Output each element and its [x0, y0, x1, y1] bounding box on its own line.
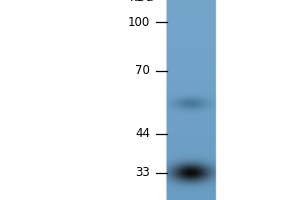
Text: 44: 44 — [135, 127, 150, 140]
Text: 33: 33 — [135, 166, 150, 179]
Text: 100: 100 — [128, 16, 150, 29]
Text: kDa: kDa — [130, 0, 154, 4]
Text: 70: 70 — [135, 64, 150, 77]
